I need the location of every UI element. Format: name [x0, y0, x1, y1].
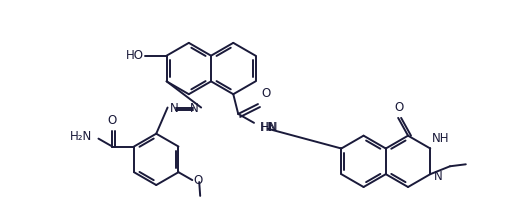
Text: HN: HN: [260, 121, 277, 134]
Text: NH: NH: [432, 132, 450, 145]
Text: O: O: [394, 101, 404, 114]
Text: HN: HN: [261, 121, 278, 134]
Text: H₂N: H₂N: [70, 130, 92, 143]
Text: O: O: [261, 87, 270, 100]
Text: N: N: [190, 102, 198, 115]
Text: N: N: [434, 170, 443, 183]
Text: HO: HO: [126, 49, 144, 62]
Text: N: N: [170, 102, 179, 115]
Text: O: O: [108, 114, 117, 127]
Text: O: O: [193, 174, 203, 187]
